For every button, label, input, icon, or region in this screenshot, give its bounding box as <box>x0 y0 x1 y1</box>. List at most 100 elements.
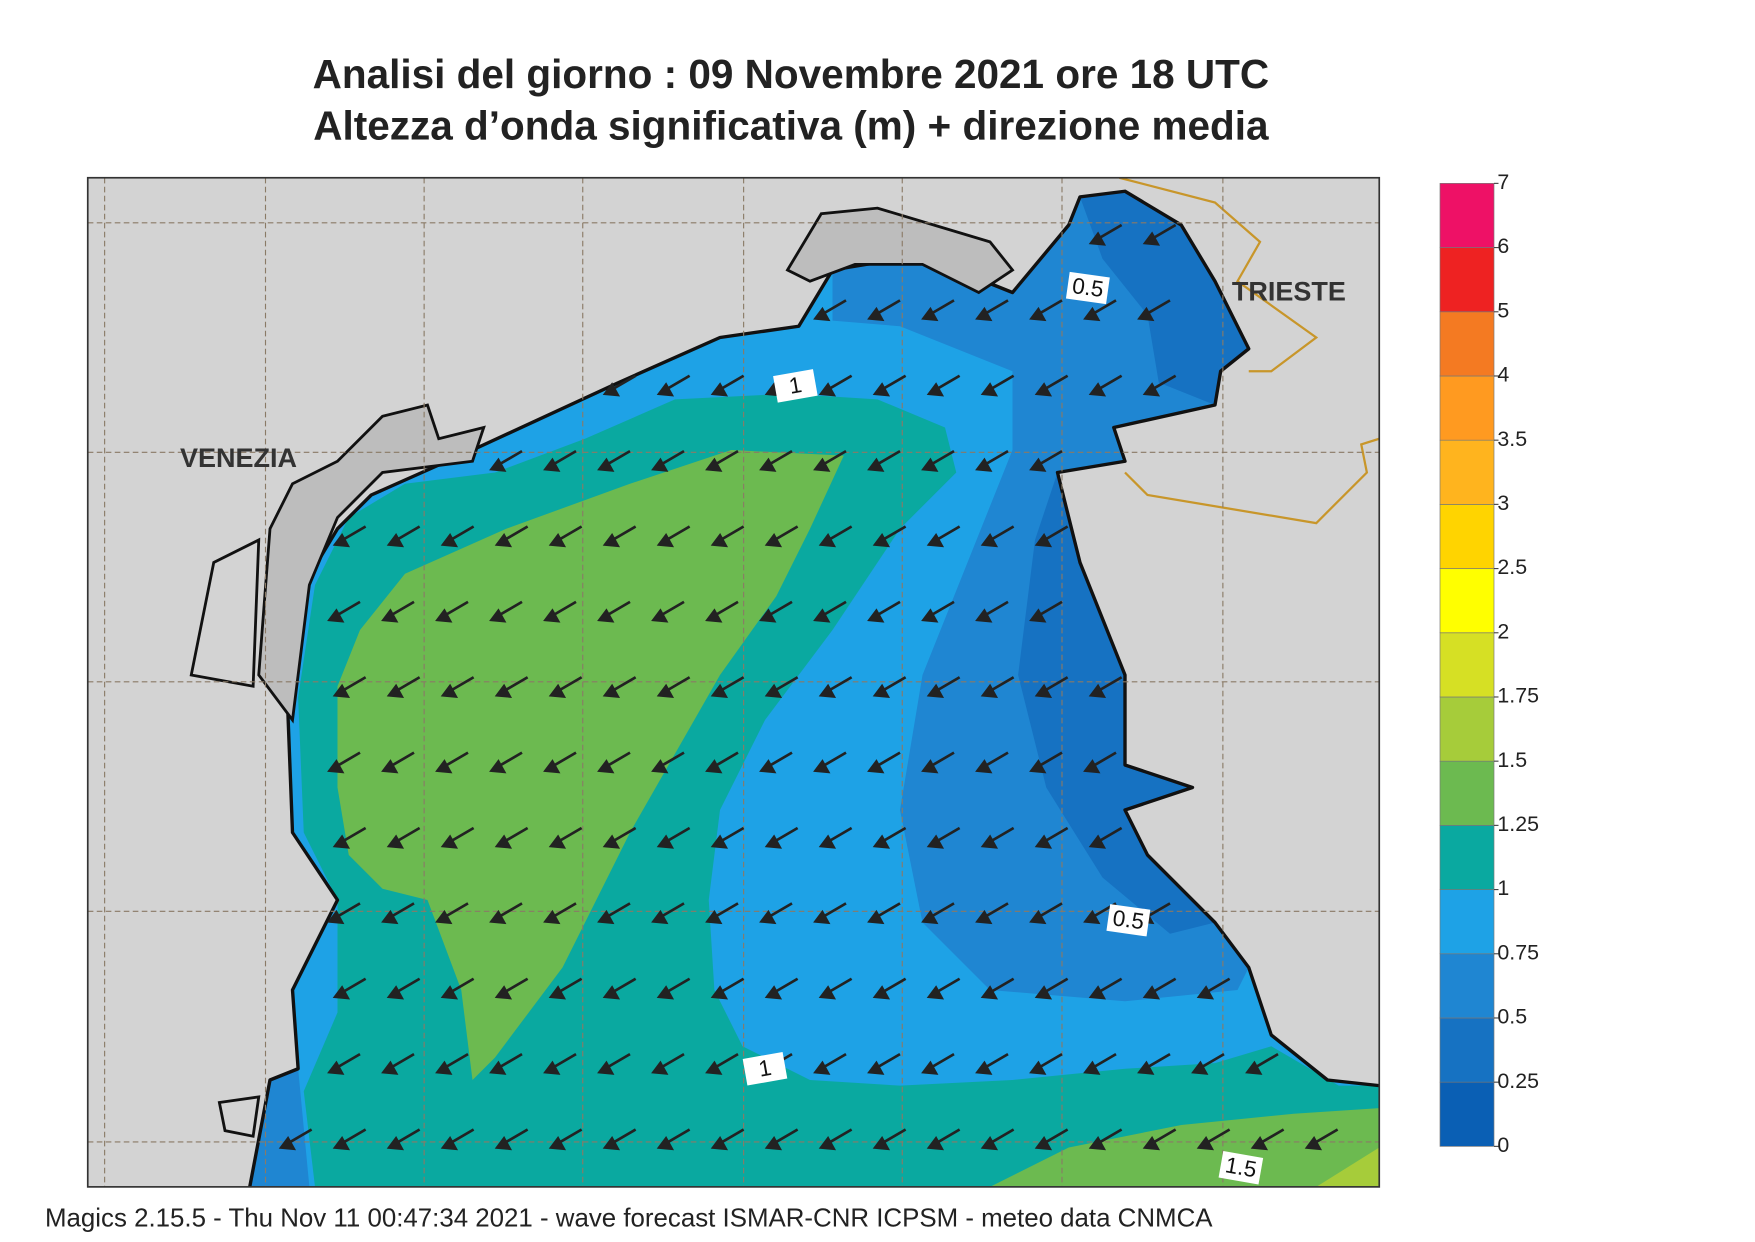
arrow <box>921 299 955 322</box>
arrow <box>818 826 853 849</box>
band-1.25-1.5 <box>337 450 844 1080</box>
arrow <box>867 751 901 774</box>
arrow-head <box>710 1136 729 1151</box>
arrow <box>278 1128 313 1151</box>
arrow-head <box>440 834 459 849</box>
arrow-head <box>332 1136 351 1151</box>
arrow <box>764 676 799 698</box>
contour-label: 0.5 <box>1111 905 1145 934</box>
arrow-head <box>1029 759 1047 774</box>
arrow-head <box>710 985 729 1000</box>
arrow <box>494 676 529 698</box>
arrow-head <box>381 759 399 774</box>
colorbar-label: 0 <box>1497 1133 1509 1157</box>
arrow <box>548 826 583 849</box>
arrow <box>872 525 907 548</box>
arrow-head <box>926 533 945 548</box>
arrow <box>818 676 853 698</box>
arrow <box>602 374 637 397</box>
arrow-head <box>921 759 939 774</box>
colorbar-label: 3 <box>1497 491 1509 515</box>
place-label: TRIESTE <box>1232 276 1346 306</box>
arrow <box>602 977 637 1000</box>
arrow <box>327 1052 361 1075</box>
colorbar-band <box>1439 439 1495 505</box>
arrow-head <box>1304 1136 1323 1151</box>
arrow <box>759 600 793 623</box>
border <box>1119 177 1380 525</box>
plot-frame <box>86 176 1381 1188</box>
arrow <box>759 902 793 925</box>
arrow-head <box>548 985 567 1000</box>
arrow <box>440 525 475 548</box>
arrow <box>489 449 523 472</box>
arrow <box>1034 525 1069 548</box>
arrow-head <box>597 759 615 774</box>
arrow <box>872 676 907 698</box>
arrow <box>813 600 847 623</box>
arrow <box>1196 1128 1231 1151</box>
arrow-head <box>1196 985 1215 1000</box>
colorbar-label: 5 <box>1497 298 1509 322</box>
contour-label: 1.5 <box>1223 1152 1258 1182</box>
arrow-head <box>656 382 675 397</box>
arrow-head <box>1245 1060 1263 1075</box>
arrow-head <box>926 834 945 849</box>
arrow-head <box>435 1060 453 1075</box>
colorbar-band <box>1439 1081 1495 1147</box>
colorbar-band <box>1439 568 1495 634</box>
arrow <box>435 1052 469 1075</box>
arrow-head <box>327 759 345 774</box>
arrow <box>597 751 631 774</box>
arrow <box>440 977 475 1000</box>
arrow-head <box>926 985 945 1000</box>
arrow <box>489 902 523 925</box>
arrow-head <box>1137 1060 1155 1075</box>
arrow-head <box>543 457 561 472</box>
arrow <box>381 1052 415 1075</box>
arrow <box>921 751 955 774</box>
arrow-head <box>921 608 939 623</box>
arrow <box>597 1052 631 1075</box>
arrow-head <box>1142 382 1161 397</box>
arrow-head <box>1088 985 1107 1000</box>
band-0.25-0.5-north <box>1080 191 1249 405</box>
arrow <box>813 299 847 322</box>
arrow-head <box>381 909 399 925</box>
arrow <box>489 1052 523 1075</box>
arrow-head <box>332 985 351 1000</box>
arrow-head <box>867 306 885 322</box>
arrow <box>656 977 691 1000</box>
arrow-head <box>921 306 939 322</box>
arrow-head <box>597 1060 615 1075</box>
arrow <box>872 826 907 849</box>
colorbar-band <box>1439 696 1495 762</box>
arrow <box>651 902 685 925</box>
arrow-head <box>975 306 993 322</box>
arrow <box>1196 977 1231 1000</box>
arrow <box>1088 826 1123 849</box>
arrow <box>1083 751 1117 774</box>
arrow-head <box>332 683 351 698</box>
arrow <box>813 902 847 925</box>
arrow-head <box>332 533 351 548</box>
arrow-head <box>435 759 453 774</box>
arrow-head <box>1088 834 1107 849</box>
arrow <box>764 826 799 849</box>
arrow <box>651 600 685 623</box>
arrow <box>435 902 469 925</box>
grid-lines <box>87 177 1380 1187</box>
arrow-head <box>710 533 729 548</box>
contour-label: 1 <box>787 372 804 399</box>
arrow <box>1250 1128 1285 1151</box>
arrow-head <box>1196 1136 1215 1151</box>
arrow <box>327 902 361 925</box>
arrow-head <box>548 1136 567 1151</box>
arrow <box>332 676 367 698</box>
arrow-head <box>651 1060 669 1075</box>
arrow <box>332 525 367 548</box>
arrow-head <box>1083 909 1101 925</box>
arrow-head <box>597 608 615 623</box>
colorbar-label: 7 <box>1497 170 1509 194</box>
arrow-head <box>440 985 459 1000</box>
